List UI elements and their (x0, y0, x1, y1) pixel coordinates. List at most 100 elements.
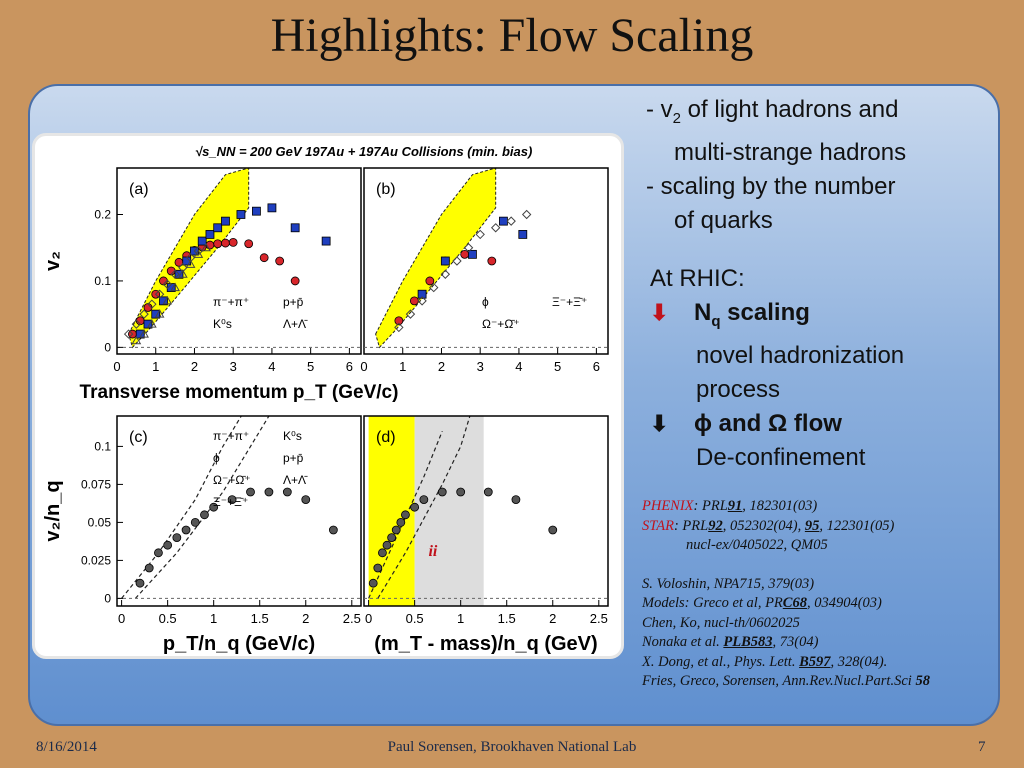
point-mixed (401, 510, 410, 520)
legend-entry: p+p̄ (283, 451, 304, 465)
point-K0s (275, 256, 285, 266)
hydro-band (375, 167, 497, 349)
red-arrow-icon: ⬇ (650, 300, 669, 325)
ref-phenix-name: PHENIX (642, 498, 694, 514)
x-tick-label: 4 (268, 359, 275, 374)
x-tick-label: 2 (191, 359, 198, 374)
point-mixed (144, 563, 154, 573)
ref-nonaka-post: , 73(04) (772, 634, 819, 650)
point-pi (139, 309, 149, 319)
ref-dong-pre: X. Dong, et al., Phys. Lett. (642, 653, 800, 670)
point-pi (162, 279, 173, 289)
y-tick-label: 0 (104, 591, 111, 605)
y-tick-label: 0.025 (81, 553, 111, 567)
point-phi (460, 249, 470, 259)
point-Lambda (135, 329, 145, 339)
ref-nonaka-pre: Nonaka et al. (642, 634, 724, 650)
legend-entry: Λ+Λ̄ (283, 317, 308, 331)
point-p (162, 295, 173, 305)
legend-entry: Ξ⁻+Ξ̄⁺ (213, 495, 248, 509)
point-Omega (417, 289, 427, 299)
ref-nonaka: Nonaka et al. PLB583, 73(04) (642, 633, 1002, 653)
ref-phenix-pre: : PRL (693, 498, 728, 514)
y-axis-label: v₂/n_q (42, 480, 64, 541)
x-tick-label: 5 (554, 359, 561, 374)
x-tick-label: 1.5 (498, 611, 516, 626)
point-Xi (521, 209, 532, 220)
point-Lambda (197, 236, 207, 246)
x-tick-label: 0.5 (406, 611, 424, 626)
rhic-item-2-desc: De-confinement (696, 443, 866, 471)
point-mixed (437, 487, 447, 497)
footer-page-number: 7 (978, 739, 986, 755)
model-curve-2 (134, 415, 270, 599)
point-p (170, 282, 180, 292)
ref-phenix-post: , 182301(03) (742, 498, 818, 514)
y-tick-label: 0.1 (94, 274, 111, 288)
point-pi (193, 246, 204, 256)
rhic-item-2: ⬇ ϕ and Ω flow (650, 407, 904, 441)
point-mixed (227, 495, 237, 505)
nq-label: N (694, 299, 712, 326)
point-K0s (259, 253, 269, 263)
x-tick-label: 1 (210, 611, 217, 626)
point-mixed (181, 525, 191, 535)
ref-dong: X. Dong, et al., Phys. Lett. B597, 328(0… (642, 653, 1002, 673)
point-p (177, 269, 188, 278)
point-K0s (228, 238, 238, 247)
ref-star-mid: , 052302(04), (722, 517, 805, 534)
legend-entry: π⁻+π⁺ (213, 429, 249, 443)
ref-greco: Models: Greco et al, PRC68, 034904(03) (642, 594, 1002, 614)
point-phi (487, 256, 497, 266)
point-pi (178, 262, 188, 273)
point-mixed (410, 502, 420, 512)
ref-greco-post: , 034904(03) (806, 595, 882, 611)
legend-entry: K⁰s (283, 429, 302, 443)
nq-rest: scaling (720, 299, 810, 326)
point-K0s (221, 238, 230, 248)
point-mixed (301, 495, 311, 505)
nq-sub: q (711, 312, 721, 330)
x-tick-label: 0 (118, 611, 125, 626)
point-Lambda (213, 223, 223, 233)
ref-dong-vol: B597 (799, 653, 831, 670)
bullet-list: - v2 of light hadrons and multi-strange … (646, 93, 996, 238)
point-mixed (172, 533, 182, 543)
x-tick-label: 4 (515, 359, 522, 374)
point-p (193, 249, 204, 258)
point-Xi (440, 269, 451, 279)
point-mixed (382, 540, 392, 550)
x-tick-label: 6 (346, 359, 353, 374)
point-p (201, 242, 211, 252)
x-tick-label: 0.5 (159, 611, 177, 626)
legend-entry: Ω⁻+Ω̄⁺ (213, 473, 251, 487)
bullet-2: - scaling by the number (646, 172, 896, 200)
point-K0s (244, 239, 254, 249)
point-p (154, 309, 165, 318)
x-tick-label: 1 (457, 611, 464, 626)
gray-band (414, 416, 484, 606)
x-tick-label: 2.5 (343, 611, 361, 626)
point-Xi (394, 322, 404, 333)
panel-frame (363, 415, 609, 607)
ref-phenix-vol: 91 (727, 498, 743, 514)
footer-date: 8/16/2014 (36, 739, 97, 755)
point-K0s (213, 239, 223, 249)
y-tick-label: 0 (104, 340, 111, 354)
x-tick-label: 2 (302, 611, 309, 626)
ref-fries-vol: 58 (915, 673, 930, 689)
point-pi (123, 329, 134, 339)
phi-omega-label: ϕ and Ω flow (694, 409, 842, 437)
ref-star: STAR: PRL92, 052302(04), 95, 122301(05) (642, 517, 1002, 537)
x-tick-label: 5 (307, 359, 314, 374)
point-Xi (506, 216, 516, 226)
rhic-item-1: ⬇ Nq scaling (650, 296, 904, 339)
point-Lambda (321, 236, 331, 246)
point-mixed (378, 548, 387, 558)
ref-phenix: PHENIX: PRL91, 182301(03) (642, 497, 1002, 517)
point-mixed (328, 525, 338, 535)
point-mixed (163, 540, 173, 550)
ref-fries-pre: Fries, Greco, Sorensen, Ann.Rev.Nucl.Par… (642, 673, 916, 689)
point-p (185, 259, 196, 268)
y-tick-label: 0.1 (94, 439, 111, 453)
